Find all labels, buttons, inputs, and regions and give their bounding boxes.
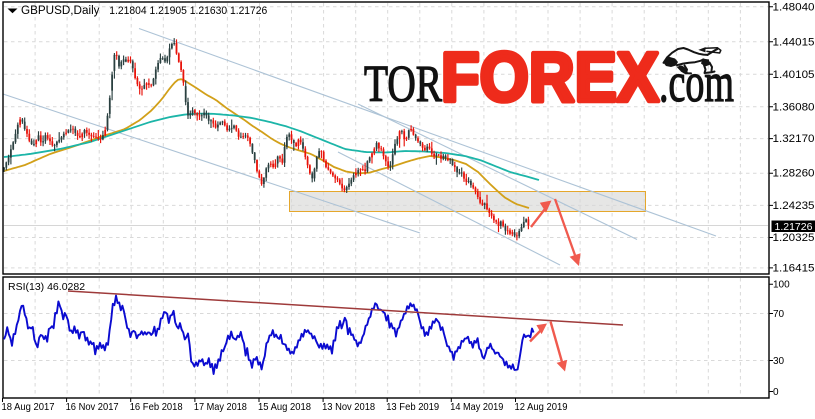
svg-text:FOREX: FOREX	[441, 38, 659, 116]
svg-text:30: 30	[773, 356, 785, 367]
svg-text:1.40105: 1.40105	[773, 69, 815, 81]
svg-text:1.28260: 1.28260	[773, 168, 815, 180]
svg-text:1.20325: 1.20325	[773, 232, 815, 244]
svg-text:GBPUSD,Daily: GBPUSD,Daily	[21, 5, 100, 17]
svg-text:1.48040: 1.48040	[773, 1, 815, 13]
svg-text:1.24235: 1.24235	[773, 200, 815, 212]
svg-text:RSI(13) 46.0282: RSI(13) 46.0282	[8, 281, 85, 293]
svg-text:17 May 2018: 17 May 2018	[194, 402, 247, 413]
svg-text:14 May 2019: 14 May 2019	[450, 402, 503, 413]
svg-text:12 Aug 2019: 12 Aug 2019	[515, 402, 568, 413]
svg-text:16 Nov 2017: 16 Nov 2017	[66, 402, 119, 413]
svg-text:TOR: TOR	[364, 56, 442, 113]
svg-text:18 Aug 2017: 18 Aug 2017	[2, 402, 55, 413]
svg-text:70: 70	[773, 309, 785, 320]
svg-text:15 Aug 2018: 15 Aug 2018	[258, 402, 311, 413]
svg-text:0: 0	[773, 387, 779, 398]
svg-text:13 Feb 2019: 13 Feb 2019	[386, 402, 439, 413]
svg-text:13 Nov 2018: 13 Nov 2018	[322, 402, 375, 413]
svg-text:1.36080: 1.36080	[773, 101, 815, 113]
svg-text:1.21726: 1.21726	[775, 221, 813, 233]
svg-text:1.44015: 1.44015	[773, 36, 815, 48]
svg-text:100: 100	[773, 280, 790, 291]
svg-text:1.21804 1.21905 1.21630 1.2172: 1.21804 1.21905 1.21630 1.21726	[109, 5, 267, 17]
svg-text:1.32170: 1.32170	[773, 133, 815, 145]
svg-text:16 Feb 2018: 16 Feb 2018	[130, 402, 183, 413]
svg-text:1.16415: 1.16415	[773, 262, 815, 274]
